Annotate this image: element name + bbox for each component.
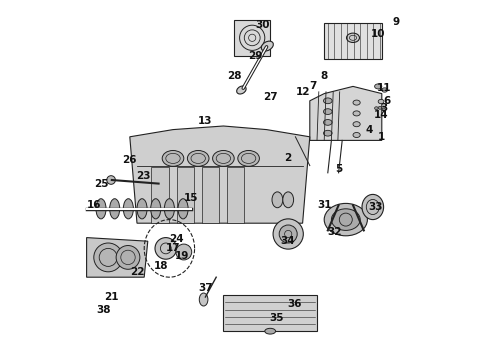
Ellipse shape (272, 192, 283, 208)
Text: 34: 34 (280, 236, 295, 246)
Ellipse shape (324, 203, 368, 236)
Ellipse shape (265, 328, 275, 334)
Ellipse shape (323, 120, 332, 125)
Text: 24: 24 (169, 234, 184, 244)
Ellipse shape (382, 106, 386, 109)
Ellipse shape (213, 150, 234, 166)
Ellipse shape (187, 150, 209, 166)
Ellipse shape (107, 176, 116, 184)
Text: 15: 15 (184, 193, 198, 203)
Text: 29: 29 (248, 51, 263, 61)
Ellipse shape (178, 199, 188, 219)
Text: 27: 27 (263, 92, 277, 102)
Text: 14: 14 (374, 110, 389, 120)
Ellipse shape (378, 107, 382, 109)
Text: 3: 3 (380, 103, 387, 113)
Ellipse shape (346, 33, 360, 42)
Ellipse shape (238, 150, 259, 166)
Text: 2: 2 (285, 153, 292, 163)
Text: 10: 10 (371, 29, 386, 39)
Text: 13: 13 (198, 116, 213, 126)
Text: 19: 19 (175, 251, 189, 261)
Polygon shape (130, 126, 310, 223)
Text: 23: 23 (136, 171, 151, 181)
Ellipse shape (362, 194, 384, 220)
Text: 28: 28 (227, 71, 242, 81)
Text: 38: 38 (97, 305, 111, 315)
Ellipse shape (353, 122, 360, 127)
Ellipse shape (94, 243, 122, 272)
Ellipse shape (323, 109, 332, 114)
Text: 31: 31 (317, 200, 331, 210)
Text: 26: 26 (122, 155, 136, 165)
Text: 7: 7 (310, 81, 317, 91)
Text: 30: 30 (255, 20, 270, 30)
Ellipse shape (110, 199, 120, 219)
Text: 12: 12 (295, 87, 310, 97)
Text: 16: 16 (87, 200, 102, 210)
Text: 18: 18 (154, 261, 169, 271)
Ellipse shape (261, 41, 273, 51)
Ellipse shape (353, 111, 360, 116)
Ellipse shape (162, 150, 184, 166)
Bar (151, 167, 169, 223)
Ellipse shape (374, 107, 378, 110)
Ellipse shape (374, 84, 382, 89)
Ellipse shape (123, 199, 133, 219)
Text: 8: 8 (320, 71, 328, 81)
Ellipse shape (116, 246, 140, 269)
Text: 32: 32 (328, 227, 342, 237)
Text: 21: 21 (104, 292, 118, 302)
Ellipse shape (279, 225, 297, 243)
Text: 36: 36 (288, 299, 302, 309)
Ellipse shape (382, 88, 388, 92)
Ellipse shape (237, 86, 246, 94)
Text: 35: 35 (270, 312, 284, 323)
Bar (324, 23, 382, 59)
Text: 37: 37 (198, 283, 213, 293)
Bar (234, 20, 270, 56)
Text: 25: 25 (94, 179, 108, 189)
Text: 5: 5 (335, 164, 342, 174)
Bar (176, 167, 194, 223)
Ellipse shape (273, 219, 303, 249)
Polygon shape (87, 238, 148, 277)
Text: 33: 33 (368, 202, 383, 212)
Ellipse shape (353, 132, 360, 138)
Text: 6: 6 (384, 96, 391, 106)
Ellipse shape (323, 98, 332, 104)
Bar (202, 167, 219, 223)
Polygon shape (223, 295, 317, 331)
Ellipse shape (378, 99, 384, 104)
Text: 1: 1 (378, 132, 386, 142)
Bar (227, 167, 245, 223)
Ellipse shape (323, 130, 332, 136)
Text: 9: 9 (392, 17, 400, 27)
Ellipse shape (353, 100, 360, 105)
Ellipse shape (176, 244, 192, 260)
Text: 4: 4 (366, 125, 373, 135)
Ellipse shape (199, 293, 208, 306)
Ellipse shape (283, 192, 294, 208)
Text: 22: 22 (130, 267, 144, 277)
Ellipse shape (164, 199, 174, 219)
Text: 17: 17 (166, 243, 180, 253)
Ellipse shape (151, 199, 161, 219)
Ellipse shape (137, 199, 147, 219)
Ellipse shape (96, 199, 106, 219)
Polygon shape (310, 86, 382, 140)
Ellipse shape (155, 238, 176, 259)
Text: 11: 11 (376, 83, 391, 93)
Ellipse shape (331, 209, 360, 230)
